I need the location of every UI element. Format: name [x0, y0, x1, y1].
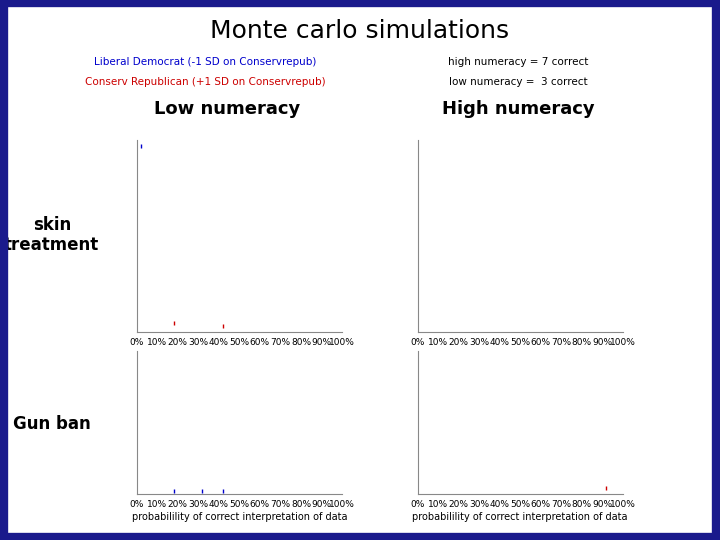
- Point: [168, 318, 179, 327]
- X-axis label: probabilility of correct interpretation of data: probabilility of correct interpretation …: [132, 512, 347, 522]
- X-axis label: probabilility of correct interpretation of data: probabilility of correct interpretation …: [413, 512, 628, 522]
- Text: skin
treatment: skin treatment: [4, 215, 99, 254]
- Point: [600, 484, 612, 492]
- Point: [197, 487, 208, 496]
- Text: low numeracy =  3 correct: low numeracy = 3 correct: [449, 77, 588, 87]
- Point: [135, 142, 147, 151]
- Text: Liberal Democrat (-1 SD on Conservrepub): Liberal Democrat (-1 SD on Conservrepub): [94, 57, 316, 67]
- Text: Gun ban: Gun ban: [13, 415, 91, 433]
- Text: Monte carlo simulations: Monte carlo simulations: [210, 19, 510, 43]
- Text: Low numeracy: Low numeracy: [153, 100, 300, 118]
- Text: High numeracy: High numeracy: [442, 100, 595, 118]
- Point: [168, 487, 179, 496]
- Text: Conserv Republican (+1 SD on Conservrepub): Conserv Republican (+1 SD on Conservrepu…: [85, 77, 325, 87]
- Text: high numeracy = 7 correct: high numeracy = 7 correct: [449, 57, 588, 67]
- Point: [217, 322, 229, 330]
- Point: [217, 487, 229, 496]
